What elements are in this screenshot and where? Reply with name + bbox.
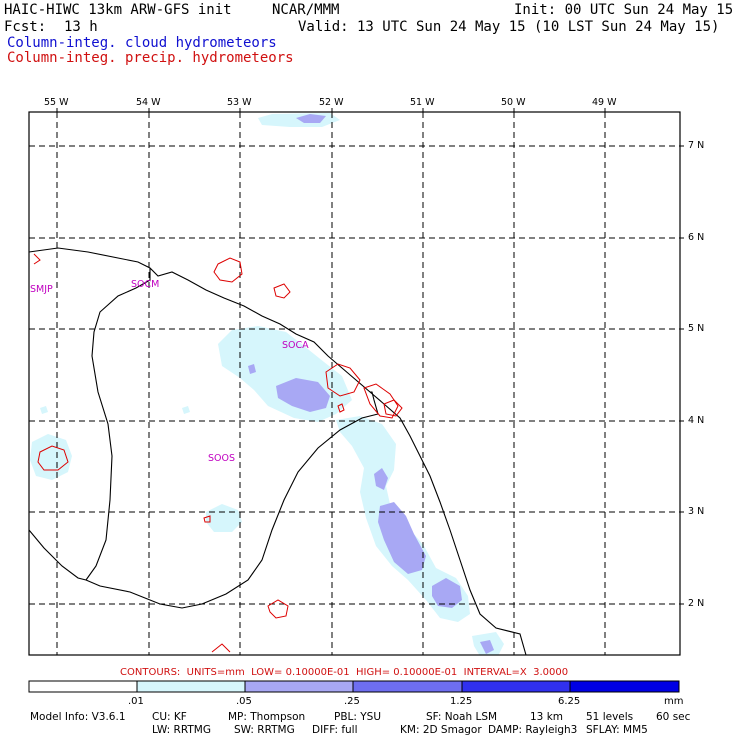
footer-mp: MP: Thompson xyxy=(228,711,306,723)
footer-resolution: 13 km xyxy=(530,711,564,723)
init-time: Init: 00 UTC Sun 24 May 15 xyxy=(514,2,734,18)
lon-label-54w: 54 W xyxy=(136,97,161,108)
lon-label-52w: 52 W xyxy=(319,97,344,108)
lat-lon-grid xyxy=(29,112,680,655)
lon-label-49w: 49 W xyxy=(592,97,617,108)
colorbar-tick-01: .01 xyxy=(128,696,144,707)
lat-label-4n: 4 N xyxy=(688,415,705,426)
coastline xyxy=(29,247,527,655)
colorbar-unit: mm xyxy=(664,696,684,707)
footer-sflay: SFLAY: MM5 xyxy=(586,724,648,736)
footer-lw: LW: RRTMG xyxy=(152,724,211,736)
contours-info: CONTOURS: UNITS=mm LOW= 0.10000E-01 HIGH… xyxy=(120,667,569,678)
footer-model-info: Model Info: V3.6.1 xyxy=(30,711,126,723)
footer-levels: 51 levels xyxy=(586,711,634,723)
station-smjp: SMJP xyxy=(30,284,53,295)
footer-km: KM: 2D Smagor xyxy=(400,724,482,736)
forecast-hour: 13 h xyxy=(64,19,98,35)
lat-label-2n: 2 N xyxy=(688,598,705,609)
footer-diff: DIFF: full xyxy=(312,724,358,736)
station-soos: SOOS xyxy=(208,453,236,464)
model-title: HAIC-HIWC 13km ARW-GFS init xyxy=(4,2,232,18)
colorbar-tick-05: .05 xyxy=(236,696,252,707)
precip-contours xyxy=(33,253,403,653)
valid-time: Valid: 13 UTC Sun 24 May 15 (10 LST Sun … xyxy=(298,19,720,35)
lon-label-50w: 50 W xyxy=(501,97,526,108)
station-soca: SOCA xyxy=(282,340,309,351)
lat-label-3n: 3 N xyxy=(688,506,705,517)
station-socm: SOCM xyxy=(131,279,160,290)
colorbar-tick-25: .25 xyxy=(344,696,360,707)
lat-label-6n: 6 N xyxy=(688,232,705,243)
cloud-field-title: Column-integ. cloud hydrometeors xyxy=(7,35,277,51)
lat-label-7n: 7 N xyxy=(688,140,705,151)
footer-timestep: 60 sec xyxy=(656,711,691,723)
footer-cu: CU: KF xyxy=(152,711,187,723)
footer-pbl: PBL: YSU xyxy=(334,711,382,723)
lat-label-5n: 5 N xyxy=(688,323,705,334)
cloud-fill-medium xyxy=(248,114,494,654)
footer-damp: DAMP: Rayleigh3 xyxy=(488,724,578,736)
footer-sf: SF: Noah LSM xyxy=(426,711,498,723)
lon-label-53w: 53 W xyxy=(227,97,252,108)
colorbar-tick-125: 1.25 xyxy=(450,696,473,707)
footer-sw: SW: RRTMG xyxy=(234,724,295,736)
precip-field-title: Column-integ. precip. hydrometeors xyxy=(7,50,294,66)
colorbar xyxy=(28,680,680,693)
forecast-label: Fcst: xyxy=(4,19,47,35)
organization-label: NCAR/MMM xyxy=(272,2,340,18)
map-frame xyxy=(28,111,681,656)
lon-label-51w: 51 W xyxy=(410,97,435,108)
lon-label-55w: 55 W xyxy=(44,97,69,108)
colorbar-tick-625: 6.25 xyxy=(558,696,581,707)
